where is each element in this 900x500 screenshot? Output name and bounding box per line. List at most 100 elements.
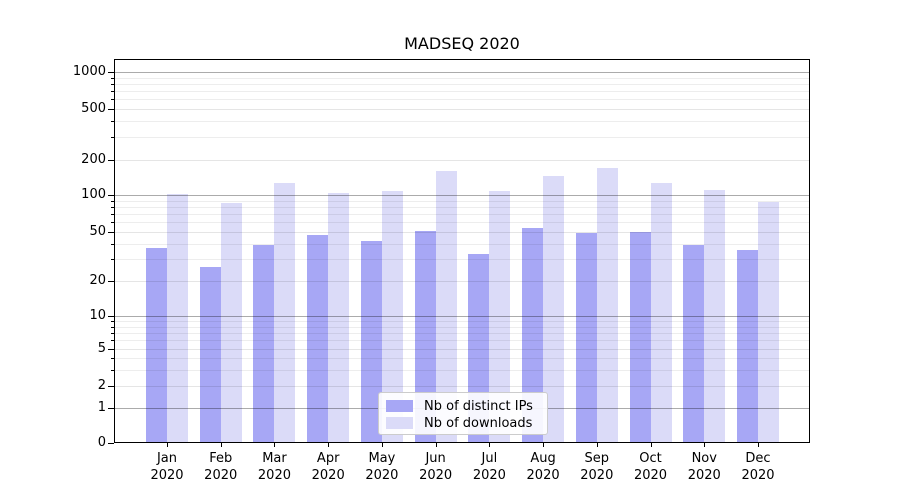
bar-downloads-dec bbox=[758, 201, 779, 443]
bar-downloads-jul bbox=[489, 191, 511, 443]
x-tick-label-jan: Jan 2020 bbox=[150, 451, 184, 483]
bar-distinct-ips-sep bbox=[575, 233, 597, 443]
x-tick-mark-feb bbox=[220, 443, 222, 447]
y-minor-tick-mark-6 bbox=[111, 340, 114, 342]
gridline-minor-7 bbox=[114, 332, 810, 334]
legend-label-downloads: Nb of downloads bbox=[424, 415, 533, 431]
legend-label-distinct-ips: Nb of distinct IPs bbox=[424, 398, 533, 414]
y-minor-tick-mark-70 bbox=[111, 214, 114, 216]
gridline-minor-400 bbox=[114, 121, 810, 123]
y-minor-tick-mark-7 bbox=[111, 332, 114, 334]
gridline-20 bbox=[114, 281, 810, 282]
legend-swatch-distinct-ips bbox=[386, 400, 413, 412]
x-tick-label-dec: Dec 2020 bbox=[741, 451, 775, 483]
x-tick-mark-dec bbox=[758, 443, 759, 447]
y-tick-mark-20 bbox=[108, 281, 114, 282]
plot-area bbox=[114, 59, 810, 443]
gridline-minor-700 bbox=[114, 91, 810, 93]
gridline-minor-800 bbox=[114, 83, 810, 85]
gridline-minor-60 bbox=[114, 222, 810, 224]
y-tick-label-5: 5 bbox=[97, 341, 106, 356]
x-tick-label-mar: Mar 2020 bbox=[257, 451, 291, 483]
chart-title: MADSEQ 2020 bbox=[404, 34, 520, 53]
bar-downloads-jun bbox=[435, 171, 457, 443]
y-minor-tick-mark-4 bbox=[111, 358, 114, 359]
gridline-200 bbox=[114, 160, 810, 161]
gridline-minor-70 bbox=[114, 214, 810, 216]
gridline-10 bbox=[114, 316, 810, 317]
bar-downloads-mar bbox=[274, 182, 296, 443]
bar-distinct-ips-aug bbox=[522, 227, 544, 443]
gridline-minor-9 bbox=[114, 321, 810, 323]
bar-distinct-ips-feb bbox=[199, 266, 221, 443]
legend: Nb of distinct IPs Nb of downloads bbox=[378, 392, 548, 435]
x-tick-label-feb: Feb 2020 bbox=[204, 451, 238, 483]
y-minor-tick-mark-40 bbox=[111, 243, 114, 245]
bar-distinct-ips-oct bbox=[629, 232, 651, 443]
y-tick-mark-500 bbox=[108, 109, 114, 110]
bar-distinct-ips-may bbox=[360, 241, 382, 443]
y-minor-tick-mark-900 bbox=[111, 77, 114, 79]
gridline-minor-6 bbox=[114, 340, 810, 342]
y-minor-tick-mark-400 bbox=[111, 121, 114, 123]
y-tick-mark-1 bbox=[108, 408, 114, 409]
x-tick-label-may: May 2020 bbox=[365, 451, 399, 483]
y-tick-label-1: 1 bbox=[97, 400, 106, 415]
y-tick-label-50: 50 bbox=[89, 224, 106, 239]
bar-downloads-aug bbox=[543, 175, 565, 443]
gridline-minor-300 bbox=[114, 137, 810, 139]
y-minor-tick-mark-90 bbox=[111, 200, 114, 202]
x-tick-label-oct: Oct 2020 bbox=[633, 451, 668, 483]
y-minor-tick-mark-9 bbox=[111, 321, 114, 323]
y-minor-tick-mark-800 bbox=[111, 83, 114, 85]
gridline-1000 bbox=[114, 72, 810, 73]
x-tick-label-jul: Jul 2020 bbox=[472, 451, 506, 483]
gridline-100 bbox=[114, 195, 810, 196]
bar-downloads-feb bbox=[220, 203, 242, 443]
gridline-5 bbox=[114, 349, 810, 350]
bar-distinct-ips-dec bbox=[737, 249, 758, 443]
bar-downloads-jan bbox=[167, 194, 188, 443]
gridline-50 bbox=[114, 232, 810, 233]
x-tick-mark-jun bbox=[435, 443, 437, 447]
y-minor-tick-mark-60 bbox=[111, 222, 114, 224]
x-tick-mark-aug bbox=[543, 443, 545, 447]
gridline-minor-90 bbox=[114, 200, 810, 202]
bar-downloads-sep bbox=[596, 167, 618, 443]
y-tick-label-500: 500 bbox=[81, 101, 106, 116]
x-tick-mark-apr bbox=[328, 443, 330, 447]
bar-downloads-apr bbox=[328, 192, 350, 443]
y-tick-mark-2 bbox=[108, 386, 114, 387]
y-minor-tick-mark-8 bbox=[111, 326, 114, 328]
x-tick-label-nov: Nov 2020 bbox=[687, 451, 721, 483]
y-tick-label-10: 10 bbox=[89, 308, 106, 323]
bar-distinct-ips-jan bbox=[146, 248, 167, 443]
y-minor-tick-mark-300 bbox=[111, 137, 114, 139]
y-tick-mark-5 bbox=[108, 349, 114, 350]
y-tick-mark-100 bbox=[108, 195, 114, 196]
gridline-minor-600 bbox=[114, 99, 810, 101]
bar-distinct-ips-jun bbox=[414, 230, 436, 443]
gridline-minor-4 bbox=[114, 358, 810, 359]
x-tick-label-jun: Jun 2020 bbox=[419, 451, 453, 483]
y-tick-label-200: 200 bbox=[81, 152, 106, 167]
y-minor-tick-mark-600 bbox=[111, 99, 114, 101]
gridline-minor-40 bbox=[114, 243, 810, 245]
y-tick-label-1000: 1000 bbox=[72, 64, 106, 79]
x-tick-mark-mar bbox=[274, 443, 276, 447]
x-tick-label-sep: Sep 2020 bbox=[580, 451, 614, 483]
legend-item-distinct-ips: Nb of distinct IPs bbox=[386, 398, 547, 414]
gridline-minor-80 bbox=[114, 206, 810, 208]
y-tick-label-100: 100 bbox=[81, 187, 106, 202]
bar-distinct-ips-nov bbox=[683, 245, 705, 443]
legend-item-downloads: Nb of downloads bbox=[386, 415, 547, 431]
bar-distinct-ips-mar bbox=[253, 245, 275, 443]
y-tick-label-2: 2 bbox=[97, 378, 106, 393]
y-minor-tick-mark-80 bbox=[111, 206, 114, 208]
y-minor-tick-mark-700 bbox=[111, 91, 114, 93]
gridline-minor-30 bbox=[114, 259, 810, 261]
y-tick-mark-1000 bbox=[108, 72, 114, 73]
gridline-minor-900 bbox=[114, 77, 810, 79]
x-tick-mark-may bbox=[381, 443, 383, 447]
y-tick-mark-0 bbox=[108, 443, 114, 444]
